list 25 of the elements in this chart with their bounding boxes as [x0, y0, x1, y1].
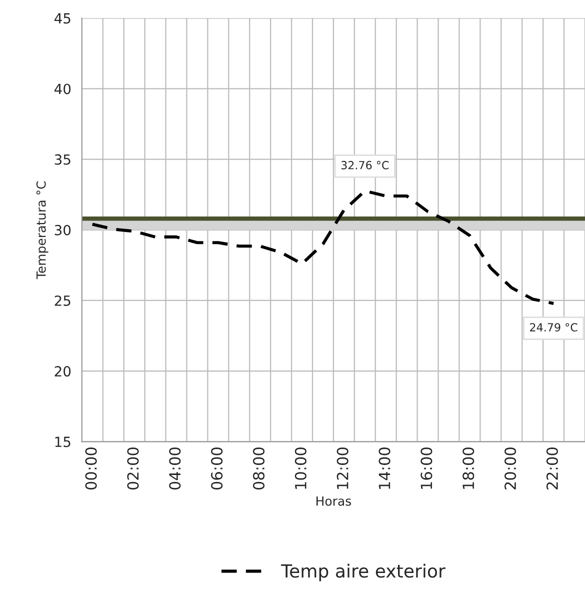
y-tick-label: 40 [54, 84, 71, 94]
x-tick-label: 02:00 [127, 448, 139, 490]
x-axis-title: Horas [316, 496, 352, 506]
x-tick-label: 04:00 [169, 448, 181, 490]
y-tick-label: 25 [54, 295, 70, 306]
line-series [90, 189, 556, 305]
x-tick-label: 20:00 [504, 448, 516, 490]
y-tick-label: 35 [54, 154, 70, 165]
y-tick-label: 15 [55, 436, 70, 448]
y-tick-label: 20 [54, 366, 71, 377]
x-tick-label: 00:00 [85, 448, 97, 490]
legend-label: Temp aire exterior [281, 564, 446, 582]
x-tick-label: 22:00 [546, 448, 558, 490]
data-label: 32.76 °C [341, 160, 389, 170]
y-tick-label: 30 [54, 224, 71, 236]
x-tick-label: 08:00 [252, 448, 265, 490]
x-tick-label: 10:00 [294, 448, 306, 489]
x-tick-label: 12:00 [336, 448, 348, 489]
y-tick-label: 45 [54, 13, 70, 24]
data-label: 24.79 °C [530, 323, 578, 332]
y-axis-title: Temperatura °C [36, 181, 48, 280]
x-tick-label: 06:00 [211, 448, 223, 490]
x-tick-label: 14:00 [378, 448, 390, 489]
x-tick-label: 16:00 [420, 448, 432, 489]
x-tick-label: 18:00 [462, 448, 474, 489]
